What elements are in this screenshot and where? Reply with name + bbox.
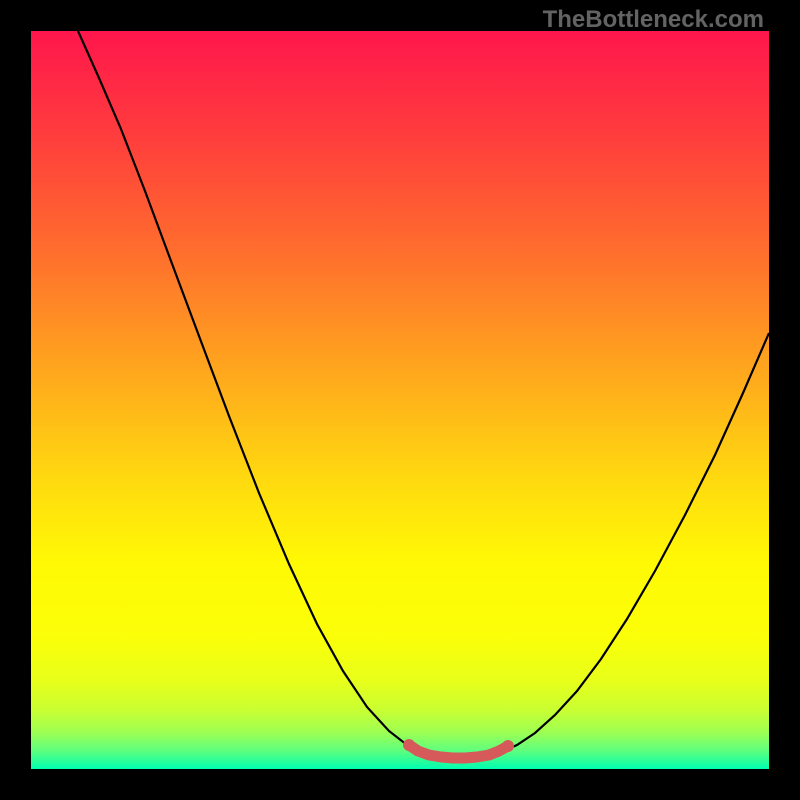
marker-end-dot-left — [403, 739, 415, 751]
curve-layer — [31, 31, 769, 769]
plot-area — [31, 31, 769, 769]
optimal-marker — [409, 745, 508, 758]
marker-end-dot-right — [502, 740, 514, 752]
bottleneck-curve — [78, 31, 769, 758]
watermark-text: TheBottleneck.com — [543, 6, 764, 34]
chart-canvas: TheBottleneck.com — [0, 0, 800, 800]
